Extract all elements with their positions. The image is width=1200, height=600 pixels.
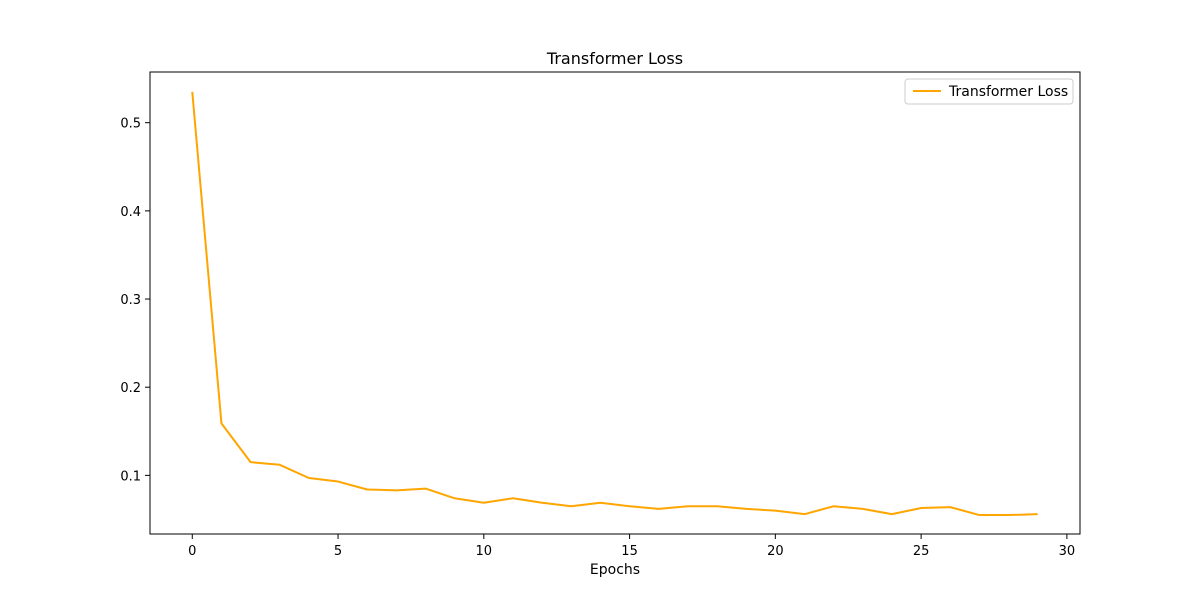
x-tick-label: 0 [188, 544, 196, 559]
x-axis-label: Epochs [590, 562, 640, 578]
plot-area [150, 72, 1080, 534]
y-tick-label: 0.4 [120, 205, 141, 220]
x-axis-ticks: 0 5 10 15 20 25 30 [188, 534, 1075, 559]
x-tick-label: 10 [476, 544, 493, 559]
y-tick-label: 0.5 [120, 117, 141, 132]
legend-label: Transformer Loss [948, 84, 1068, 100]
x-tick-label: 5 [334, 544, 342, 559]
y-tick-label: 0.2 [120, 381, 141, 396]
chart-title: Transformer Loss [546, 49, 683, 68]
x-tick-label: 30 [1059, 544, 1076, 559]
y-tick-label: 0.3 [120, 293, 141, 308]
plot-frame [149, 71, 1081, 535]
series-layer [191, 91, 1038, 517]
series-line [191, 91, 1038, 517]
x-tick-label: 25 [913, 544, 930, 559]
y-axis-ticks: 0.1 0.2 0.3 0.4 0.5 [120, 117, 150, 484]
legend-box [904, 78, 1074, 105]
x-tick-label: 15 [621, 544, 638, 559]
legend: Transformer Loss [904, 78, 1074, 105]
y-tick-label: 0.1 [120, 469, 141, 484]
x-tick-label: 20 [767, 544, 784, 559]
